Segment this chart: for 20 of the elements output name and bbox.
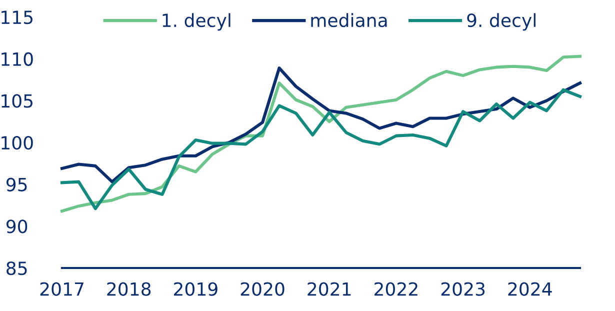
x-tick-label: 2019 — [174, 282, 218, 296]
x-tick-label: 2023 — [441, 282, 485, 296]
y-tick-label: 90 — [6, 220, 28, 234]
y-tick-label: 105 — [2, 94, 32, 108]
y-tick-label: 95 — [6, 178, 27, 192]
x-tick-label: 2022 — [374, 282, 418, 296]
x-tick-label: 2017 — [40, 282, 84, 296]
x-tick-label: 2024 — [508, 282, 552, 296]
legend-label: 9. decyl — [467, 13, 536, 31]
y-tick-label: 85 — [6, 261, 27, 276]
x-tick-label: 2021 — [308, 282, 351, 296]
y-tick-label: 100 — [2, 136, 33, 150]
legend-label: 1. decyl — [162, 13, 230, 31]
x-tick-label: 2020 — [240, 282, 284, 296]
line-series — [60, 66, 582, 184]
x-tick-label: 2018 — [107, 282, 151, 296]
y-tick-label: 115 — [2, 10, 32, 24]
legend-label: mediana — [311, 13, 387, 28]
y-tick-label: 110 — [2, 52, 33, 66]
line-series — [60, 88, 582, 210]
